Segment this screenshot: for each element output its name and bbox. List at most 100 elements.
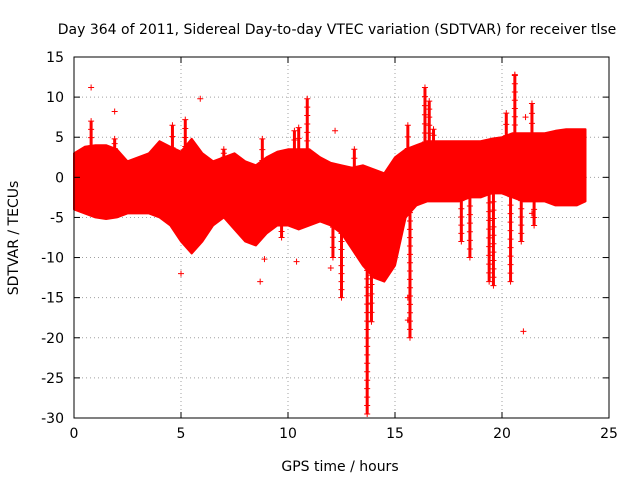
spike-marker [406, 301, 413, 308]
spike-marker [528, 110, 535, 117]
spike-marker [486, 191, 493, 198]
spike-marker [338, 294, 345, 301]
spike-marker [338, 262, 345, 269]
outlier-point [197, 95, 204, 102]
spike-marker [304, 137, 311, 144]
spike-marker [486, 278, 493, 285]
spike-marker [364, 334, 371, 341]
outlier-point [522, 114, 529, 121]
spike-marker [368, 290, 375, 297]
spike-marker [338, 270, 345, 277]
y-tick-label: -15 [41, 291, 64, 307]
spike-marker [531, 198, 538, 205]
spike-marker [518, 230, 525, 237]
spike-marker [404, 133, 411, 140]
spike-marker [364, 292, 371, 299]
spike-marker [182, 143, 189, 150]
outlier-point [387, 264, 394, 271]
spike-marker [518, 238, 525, 245]
spike-marker [490, 223, 497, 230]
spike-marker [490, 265, 497, 272]
spike-marker [458, 238, 465, 245]
spike-marker [490, 198, 497, 205]
spike-marker [507, 193, 514, 200]
outlier-point [293, 258, 300, 265]
spike-marker [406, 309, 413, 316]
spike-marker [458, 222, 465, 229]
spike-marker [338, 238, 345, 245]
spike-marker [528, 120, 535, 127]
spike-marker [182, 125, 189, 132]
outlier-point [404, 294, 411, 301]
spike-marker [507, 227, 514, 234]
spike-marker [486, 226, 493, 233]
spike-marker [364, 394, 371, 401]
spike-marker [364, 368, 371, 375]
spike-marker [88, 126, 95, 133]
spike-marker [421, 93, 428, 100]
spike-marker [364, 410, 371, 417]
spike-marker [364, 343, 371, 350]
spike-marker [169, 144, 176, 151]
spike-marker [430, 138, 437, 145]
spike-marker [338, 286, 345, 293]
spike-marker [486, 217, 493, 224]
spike-marker [466, 220, 473, 227]
spike-marker [304, 146, 311, 153]
chart-title: Day 364 of 2011, Sidereal Day-to-day VTE… [58, 22, 617, 38]
spike-marker [329, 234, 336, 241]
spike-marker [458, 205, 465, 212]
y-tick-label: -30 [41, 411, 64, 427]
spike-marker [503, 121, 510, 128]
spike-marker [466, 254, 473, 261]
spike-marker [507, 261, 514, 268]
spike-marker [88, 142, 95, 149]
spike-marker [518, 213, 525, 220]
spike-marker [421, 111, 428, 118]
spike-marker [368, 309, 375, 316]
spike-marker [364, 351, 371, 358]
spike-marker [364, 402, 371, 409]
outlier-point [111, 108, 118, 115]
x-tick-label: 20 [493, 426, 511, 442]
spike-marker [490, 257, 497, 264]
spike-marker [295, 124, 302, 131]
spike-marker [518, 222, 525, 229]
spike-marker [486, 252, 493, 259]
spike-marker [364, 275, 371, 282]
x-tick-label: 10 [279, 426, 297, 442]
outlier-point [332, 127, 339, 134]
outlier-point [257, 278, 264, 285]
spike-marker [511, 113, 518, 120]
y-tick-label: 5 [55, 130, 64, 146]
spike-marker [486, 269, 493, 276]
spike-marker [458, 230, 465, 237]
y-tick-label: 15 [46, 50, 64, 66]
spike-marker [421, 102, 428, 109]
spike-marker [466, 194, 473, 201]
spike-marker [490, 215, 497, 222]
spike-marker [507, 202, 514, 209]
spike-marker [406, 276, 413, 283]
spike-marker [364, 385, 371, 392]
spike-marker [528, 130, 535, 137]
spike-marker [486, 234, 493, 241]
spike-marker [430, 126, 437, 133]
outlier-point [404, 317, 411, 324]
spike-marker [364, 326, 371, 333]
spike-marker [304, 104, 311, 111]
outlier-point [520, 328, 527, 335]
spike-marker [278, 234, 285, 241]
spike-marker [426, 130, 433, 137]
spike-marker [295, 135, 302, 142]
spike-marker [421, 84, 428, 91]
spike-marker [291, 127, 298, 134]
x-tick-label: 15 [386, 426, 404, 442]
spike-marker [88, 118, 95, 125]
spike-marker [426, 98, 433, 105]
spike-marker [364, 284, 371, 291]
spike-marker [466, 228, 473, 235]
spike-marker [304, 120, 311, 127]
